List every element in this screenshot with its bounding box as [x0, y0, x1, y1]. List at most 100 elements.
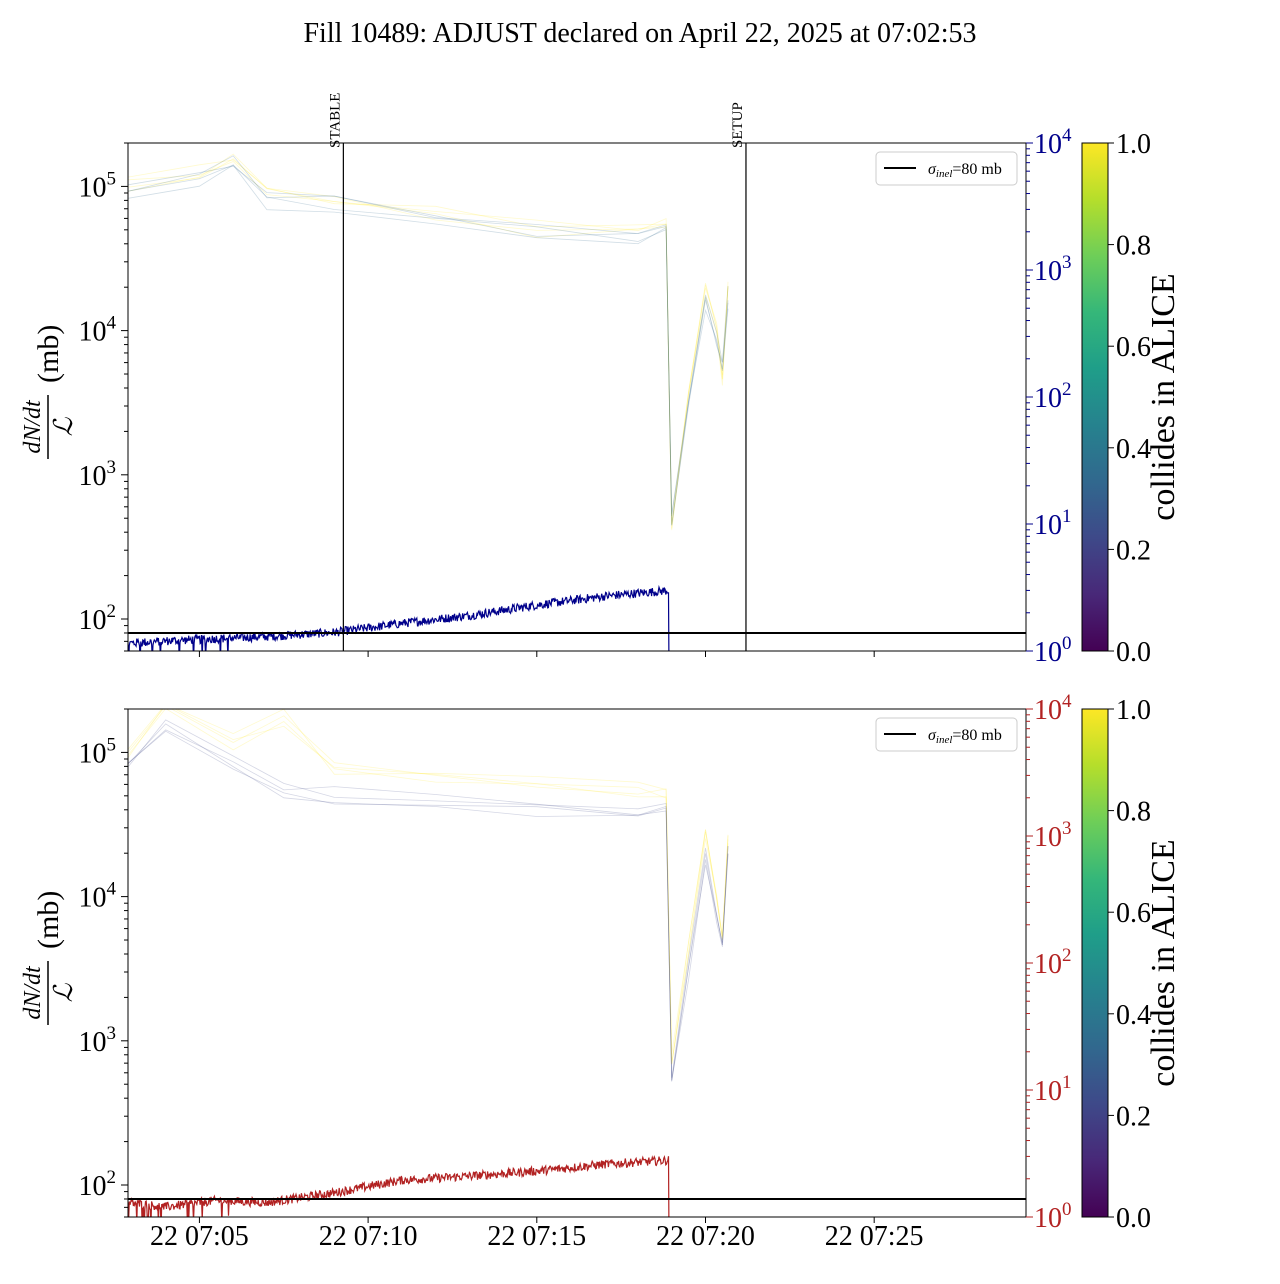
bunch-line	[128, 153, 729, 531]
y2-tick-exp: 1	[1062, 506, 1072, 527]
y2-tick-exp: 0	[1062, 1199, 1072, 1220]
legend-label: σinel=80 mb	[928, 727, 1002, 746]
y2-tick-label: 103	[1034, 818, 1072, 853]
bunch-line	[128, 719, 729, 1078]
y2-tick-base: 10	[1034, 1076, 1062, 1107]
phase-label: SETUP	[730, 102, 746, 148]
y-tick-base: 10	[79, 738, 107, 769]
bunch-line	[128, 709, 729, 1064]
y2-tick-base: 10	[1034, 129, 1062, 160]
y2-tick-exp: 1	[1062, 1072, 1072, 1093]
legend-sigma: σ	[928, 727, 937, 744]
y-tick-base: 10	[79, 883, 107, 914]
y2-tick-label: 100	[1034, 1199, 1072, 1234]
bunch-line	[128, 158, 729, 525]
bunch-line	[128, 709, 729, 1055]
y2-tick-base: 10	[1034, 383, 1062, 414]
y2-tick-exp: 2	[1062, 379, 1072, 400]
legend-value: =80 mb	[952, 727, 1001, 744]
bunch-line	[128, 709, 729, 1064]
x-tick-label: 22 07:10	[319, 1221, 418, 1252]
y-label-unit: (mb)	[32, 891, 65, 949]
y-label-denominator: ℒ	[49, 416, 78, 436]
legend-sub: inel	[936, 734, 953, 746]
y-tick-label: 104	[79, 313, 117, 348]
plot-area	[128, 153, 1026, 651]
bunch-line	[128, 723, 729, 1082]
y-tick-label: 102	[79, 601, 117, 636]
y-tick-base: 10	[79, 1171, 107, 1202]
y-tick-label: 103	[79, 1023, 117, 1058]
y-tick-exp: 4	[107, 313, 117, 334]
x-tick-label: 22 07:20	[656, 1221, 755, 1252]
x-tick-label: 22 07:25	[825, 1221, 924, 1252]
bunch-line	[128, 155, 729, 526]
legend-sigma: σ	[928, 161, 937, 178]
colorbar-tick-label: 0.2	[1116, 1101, 1151, 1132]
y2-tick-exp: 0	[1062, 633, 1072, 654]
bunch-line	[128, 165, 729, 515]
legend-sub: inel	[936, 168, 953, 180]
y-axis-label: dN/dt ℒ (mb)	[20, 891, 78, 1025]
colorbar-label: collides in ALICE	[1145, 839, 1182, 1086]
y-tick-exp: 4	[107, 879, 117, 900]
y2-tick-label: 101	[1034, 506, 1072, 541]
y-tick-base: 10	[79, 461, 107, 492]
bunch-line	[128, 730, 729, 1081]
y-tick-base: 10	[79, 605, 107, 636]
y-tick-label: 105	[79, 168, 117, 203]
y-tick-exp: 2	[107, 601, 117, 622]
bunch-line	[128, 161, 729, 529]
phase-label: STABLE	[327, 93, 343, 148]
panel-top: STABLE SETUP102103104105100101102103104dN…	[20, 93, 1182, 668]
legend-value: =80 mb	[952, 161, 1001, 178]
bunch-line	[128, 164, 729, 517]
x-tick-label: 22 07:15	[487, 1221, 586, 1252]
y2-tick-label: 100	[1034, 633, 1072, 668]
bunch-line	[128, 164, 729, 526]
bunch-line	[128, 709, 729, 1065]
y-label-numerator: dN/dt	[20, 399, 46, 454]
y-tick-exp: 5	[107, 734, 117, 755]
y-tick-base: 10	[79, 172, 107, 203]
legend-box	[875, 151, 1018, 186]
colorbar-tick-label: 0.4	[1116, 434, 1151, 465]
colorbar-tick-label: 0.8	[1116, 231, 1151, 262]
colorbar-tick-label: 0.8	[1116, 797, 1151, 828]
y-label-denominator: ℒ	[49, 982, 78, 1002]
bunch-line	[128, 159, 729, 524]
legend-box	[875, 717, 1018, 752]
y2-tick-base: 10	[1034, 510, 1062, 541]
y-tick-base: 10	[79, 317, 107, 348]
plot-area	[128, 709, 1026, 1217]
colorbar-tick-label: 0.6	[1116, 898, 1151, 929]
y2-tick-exp: 4	[1062, 125, 1072, 146]
y2-tick-base: 10	[1034, 637, 1062, 668]
legend-label: σinel=80 mb	[928, 161, 1002, 180]
y-label-numerator: dN/dt	[20, 965, 46, 1020]
y-tick-exp: 2	[107, 1167, 117, 1188]
y2-tick-base: 10	[1034, 1203, 1062, 1234]
colorbar-tick-label: 1.0	[1116, 129, 1151, 160]
colorbar-tick-label: 1.0	[1116, 695, 1151, 726]
series-main-line	[128, 1155, 670, 1217]
y-tick-base: 10	[79, 1027, 107, 1058]
y-tick-exp: 5	[107, 168, 117, 189]
y-tick-exp: 3	[107, 1023, 117, 1044]
series-main-line	[128, 584, 670, 651]
y2-tick-exp: 4	[1062, 691, 1072, 712]
x-tick-label: 22 07:05	[150, 1221, 249, 1252]
y-tick-label: 105	[79, 734, 117, 769]
y2-tick-label: 102	[1034, 379, 1072, 414]
colorbar-tick-label: 0.6	[1116, 332, 1151, 363]
colorbar-label: collides in ALICE	[1145, 273, 1182, 520]
y2-tick-label: 104	[1034, 125, 1072, 160]
y2-tick-base: 10	[1034, 256, 1062, 287]
colorbar-tick-label: 0.0	[1116, 1203, 1151, 1234]
y2-tick-exp: 3	[1062, 818, 1072, 839]
y-label-unit: (mb)	[32, 325, 65, 383]
y-tick-label: 104	[79, 879, 117, 914]
colorbar-tick-label: 0.2	[1116, 535, 1151, 566]
